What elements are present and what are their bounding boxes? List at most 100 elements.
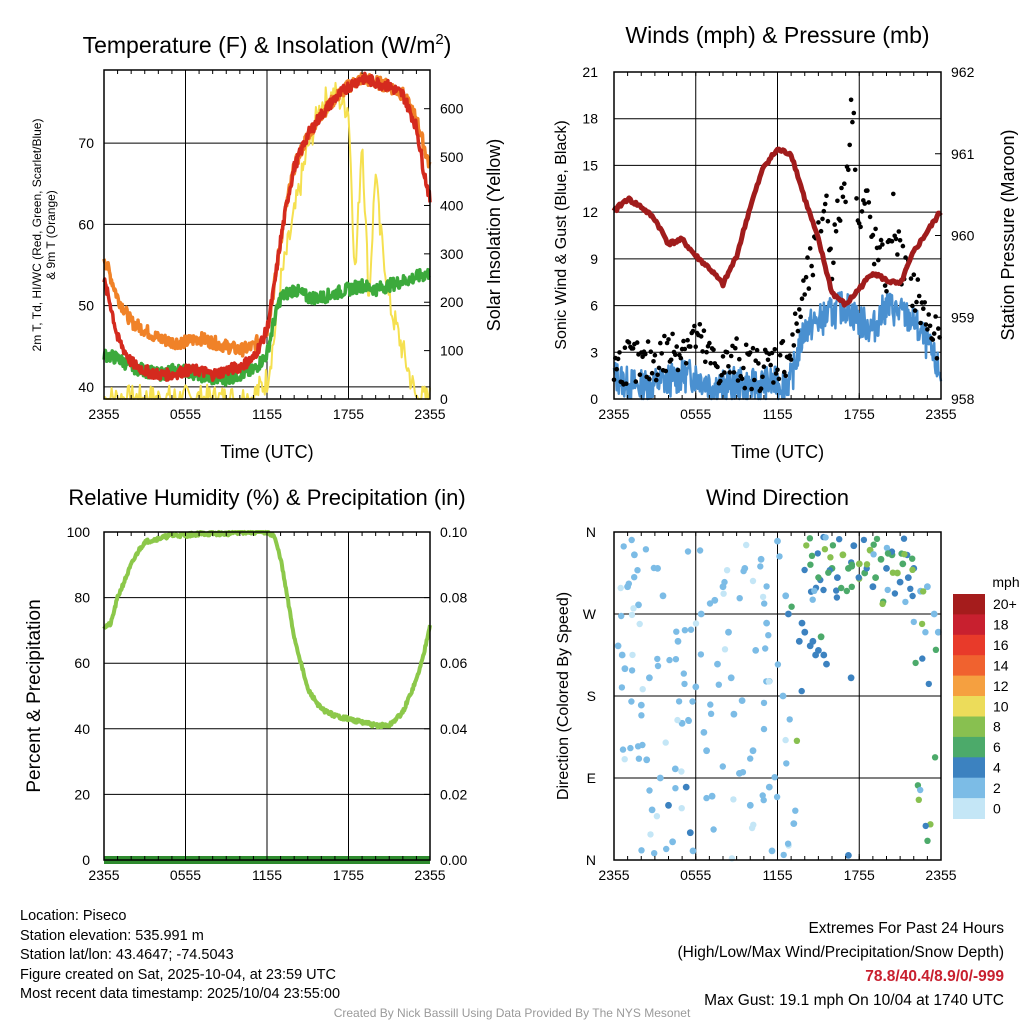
direction-point [747, 755, 754, 762]
direction-point [628, 611, 636, 619]
gust-point [701, 328, 707, 334]
direction-point [730, 796, 737, 803]
gust-point [896, 229, 902, 234]
y-right-tick-label: 959 [951, 309, 975, 325]
direction-point [620, 543, 627, 550]
y-left-tick-label: 15 [582, 157, 598, 173]
y-left-tick-label: 21 [582, 64, 598, 80]
y-right-tick-label: 0.10 [440, 524, 467, 540]
direction-point [765, 678, 773, 685]
gust-point [795, 328, 801, 334]
direction-point [700, 729, 708, 736]
direction-point [931, 754, 939, 761]
direction-point [680, 670, 687, 677]
gust-point [742, 385, 748, 391]
gust-point [839, 185, 844, 191]
direction-point [674, 637, 682, 645]
gust-point [614, 366, 619, 372]
gust-point [756, 361, 761, 366]
gust-point [912, 308, 918, 313]
direction-point [863, 561, 871, 568]
y-left-tick-label: 60 [74, 655, 90, 671]
gust-point [630, 346, 636, 351]
direction-point [883, 544, 891, 552]
y-right-tick-label: 300 [440, 246, 464, 262]
gust-point [798, 314, 803, 320]
direction-point [719, 763, 726, 770]
direction-point [870, 551, 877, 558]
direction-point [635, 601, 642, 609]
gust-point [903, 255, 908, 260]
direction-point [761, 600, 768, 607]
direction-point [736, 595, 743, 602]
gust-point [776, 376, 782, 382]
gust-point [878, 237, 884, 243]
direction-point [869, 583, 877, 591]
gust-point [908, 276, 914, 281]
direction-point [654, 662, 662, 670]
direction-point [642, 546, 650, 553]
direction-point [798, 619, 806, 627]
y-left-tick-label: 40 [74, 721, 90, 737]
gust-point [824, 193, 829, 199]
direction-point [636, 620, 643, 628]
direction-point [697, 610, 705, 618]
gust-point [882, 283, 888, 288]
direction-point [847, 674, 855, 682]
gust-point [622, 345, 628, 351]
gust-point [854, 196, 859, 201]
gust-point [783, 373, 788, 379]
direction-point [795, 637, 803, 645]
direction-point [727, 674, 735, 682]
direction-point [877, 555, 885, 563]
y-left-tick-label: 70 [78, 135, 94, 151]
direction-point [681, 627, 689, 634]
direction-point [656, 774, 664, 782]
gust-point [806, 286, 812, 291]
direction-point [614, 642, 622, 650]
direction-point [681, 680, 688, 688]
gust-point [655, 372, 660, 378]
direction-point [760, 699, 768, 707]
colorbar-label: 4 [993, 759, 1001, 775]
gust-point [842, 181, 847, 186]
credit-line: Created By Nick Bassill Using Data Provi… [333, 1006, 691, 1020]
direction-point [910, 618, 917, 626]
y-left-tick-label: W [583, 606, 597, 622]
direction-point [619, 746, 627, 753]
gust-point [698, 334, 704, 339]
gust-point [769, 350, 775, 356]
gust-point [664, 340, 670, 346]
y-left-tick-label: 18 [582, 111, 598, 127]
gust-point [615, 356, 621, 362]
direction-point [646, 674, 653, 682]
direction-point [820, 651, 828, 659]
direction-point [920, 588, 927, 595]
direction-point [922, 822, 929, 830]
gust-point [617, 350, 622, 355]
direction-point [785, 610, 792, 618]
y-left-axis-label: Sonic Wind & Gust (Blue, Black) [553, 120, 570, 349]
chart-title: Wind Direction [706, 485, 849, 510]
gust-point [805, 255, 810, 260]
gust-point [690, 328, 696, 334]
direction-point [768, 847, 776, 855]
gust-point [626, 340, 632, 345]
gust-point [810, 272, 816, 278]
gust-point [634, 340, 640, 345]
direction-point [634, 743, 642, 750]
y-left-tick-label: 9 [590, 251, 598, 267]
direction-point [815, 647, 822, 654]
direction-point [674, 716, 681, 724]
x-tick-label: 0555 [680, 867, 711, 883]
gust-point [873, 226, 878, 232]
gust-point [645, 339, 651, 344]
x-tick-label: 0555 [170, 406, 201, 422]
direction-point [635, 755, 643, 762]
y-right-tick-label: 962 [951, 64, 975, 80]
direction-point [873, 535, 881, 543]
direction-point [782, 592, 790, 600]
direction-point [653, 813, 661, 820]
direction-point [839, 551, 847, 559]
direction-point [708, 792, 716, 800]
